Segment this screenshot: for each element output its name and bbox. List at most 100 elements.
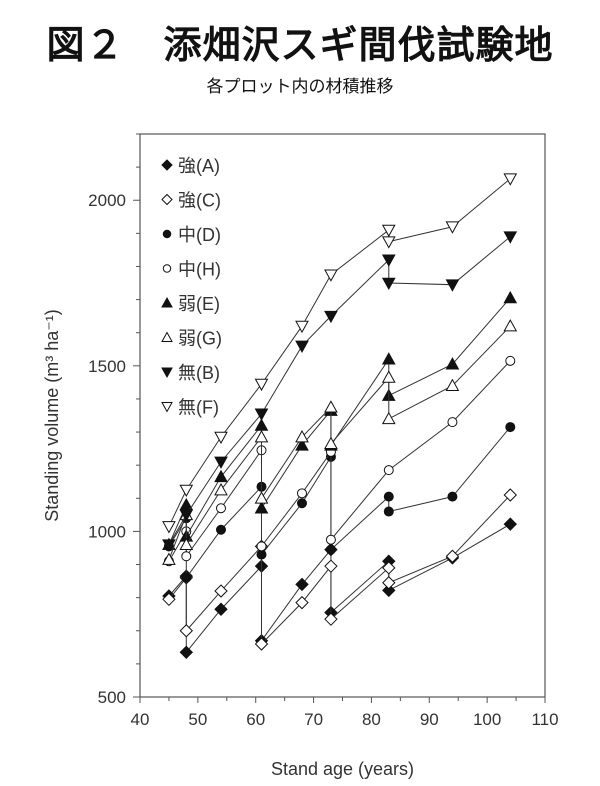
data-point <box>179 484 194 498</box>
data-point <box>381 254 396 267</box>
data-point <box>503 517 517 531</box>
x-tick-label: 110 <box>531 710 558 729</box>
legend-label: 無(F) <box>178 398 219 418</box>
data-point <box>214 456 228 469</box>
data-point <box>162 539 176 552</box>
x-tick-label: 50 <box>188 710 207 729</box>
y-tick-label: 1000 <box>88 522 126 541</box>
data-point <box>324 310 338 324</box>
data-point <box>324 269 338 282</box>
x-tick-label: 80 <box>362 710 381 729</box>
data-point <box>216 524 226 535</box>
figure-subtitle: 各プロット内の材積推移 <box>206 77 394 97</box>
y-tick-label: 500 <box>98 688 126 707</box>
x-axis-label: Stand age (years) <box>271 759 414 779</box>
data-point <box>382 576 396 590</box>
legend-label: 無(B) <box>178 363 220 383</box>
data-point <box>162 552 176 565</box>
data-point <box>324 400 338 413</box>
data-point <box>447 491 458 502</box>
data-point <box>297 498 307 509</box>
legend-marker <box>161 367 173 379</box>
series-line <box>168 236 511 545</box>
data-point <box>295 429 309 443</box>
x-tick-label: 100 <box>473 710 501 729</box>
data-point <box>324 436 338 449</box>
data-point <box>505 422 516 433</box>
series-line <box>168 494 511 646</box>
data-point <box>445 279 460 292</box>
data-point <box>297 488 307 499</box>
legend-marker <box>161 159 173 171</box>
data-point <box>445 549 460 563</box>
data-point <box>381 352 396 365</box>
data-point <box>381 224 396 238</box>
data-point <box>179 537 194 550</box>
data-point <box>162 592 176 607</box>
data-point <box>295 320 309 334</box>
x-tick-label: 60 <box>246 710 265 729</box>
data-point <box>324 612 338 626</box>
data-point <box>503 173 518 186</box>
data-point <box>295 438 309 451</box>
data-point <box>503 488 517 502</box>
y-tick-label: 2000 <box>88 191 126 210</box>
legend-label: 弱(G) <box>178 329 222 349</box>
data-point <box>381 236 396 249</box>
data-point <box>445 378 460 391</box>
data-point <box>181 572 192 583</box>
data-point <box>382 561 396 575</box>
data-point <box>503 290 518 304</box>
legend-marker <box>161 331 173 342</box>
legend-marker <box>162 264 172 273</box>
legend-label: 弱(E) <box>178 294 220 314</box>
series-line <box>168 178 511 527</box>
data-point <box>254 408 269 421</box>
y-tick-label: 1500 <box>88 357 126 376</box>
data-point <box>162 521 176 534</box>
data-point <box>325 544 336 555</box>
data-point <box>254 501 269 514</box>
data-point <box>383 506 394 517</box>
data-point <box>447 417 458 428</box>
legend-marker <box>161 296 173 308</box>
x-tick-label: 70 <box>304 710 323 729</box>
data-point <box>256 549 267 560</box>
data-point <box>381 411 396 425</box>
data-point <box>179 624 193 638</box>
legend-label: 中(D) <box>178 225 221 245</box>
legend-label: 強(C) <box>178 191 221 211</box>
data-point <box>445 357 460 370</box>
legend-label: 中(H) <box>178 260 221 280</box>
data-point <box>503 319 518 332</box>
data-point <box>216 503 226 514</box>
data-point <box>254 637 269 651</box>
data-point <box>254 491 269 504</box>
legend-marker <box>162 229 172 239</box>
data-point <box>214 469 228 483</box>
series-line <box>168 325 511 560</box>
data-point <box>445 221 460 234</box>
data-point <box>256 541 267 552</box>
data-point <box>295 340 309 353</box>
data-point <box>295 577 309 592</box>
data-point <box>254 418 269 431</box>
data-point <box>505 355 516 366</box>
legend-marker <box>161 402 173 413</box>
series-line <box>168 426 511 580</box>
data-point <box>179 645 193 659</box>
figure-title: 図２ 添畑沢スギ間伐試験地 <box>46 23 554 67</box>
data-point <box>381 370 396 383</box>
data-point <box>503 231 518 244</box>
data-point <box>254 378 269 392</box>
legend-marker <box>161 193 173 206</box>
data-point <box>254 429 269 443</box>
data-point <box>383 491 394 502</box>
data-point <box>382 583 396 598</box>
data-point <box>214 431 228 445</box>
data-point <box>295 595 309 610</box>
x-tick-label: 40 <box>131 710 150 729</box>
legend-label: 強(A) <box>178 156 220 176</box>
data-point <box>214 602 228 616</box>
